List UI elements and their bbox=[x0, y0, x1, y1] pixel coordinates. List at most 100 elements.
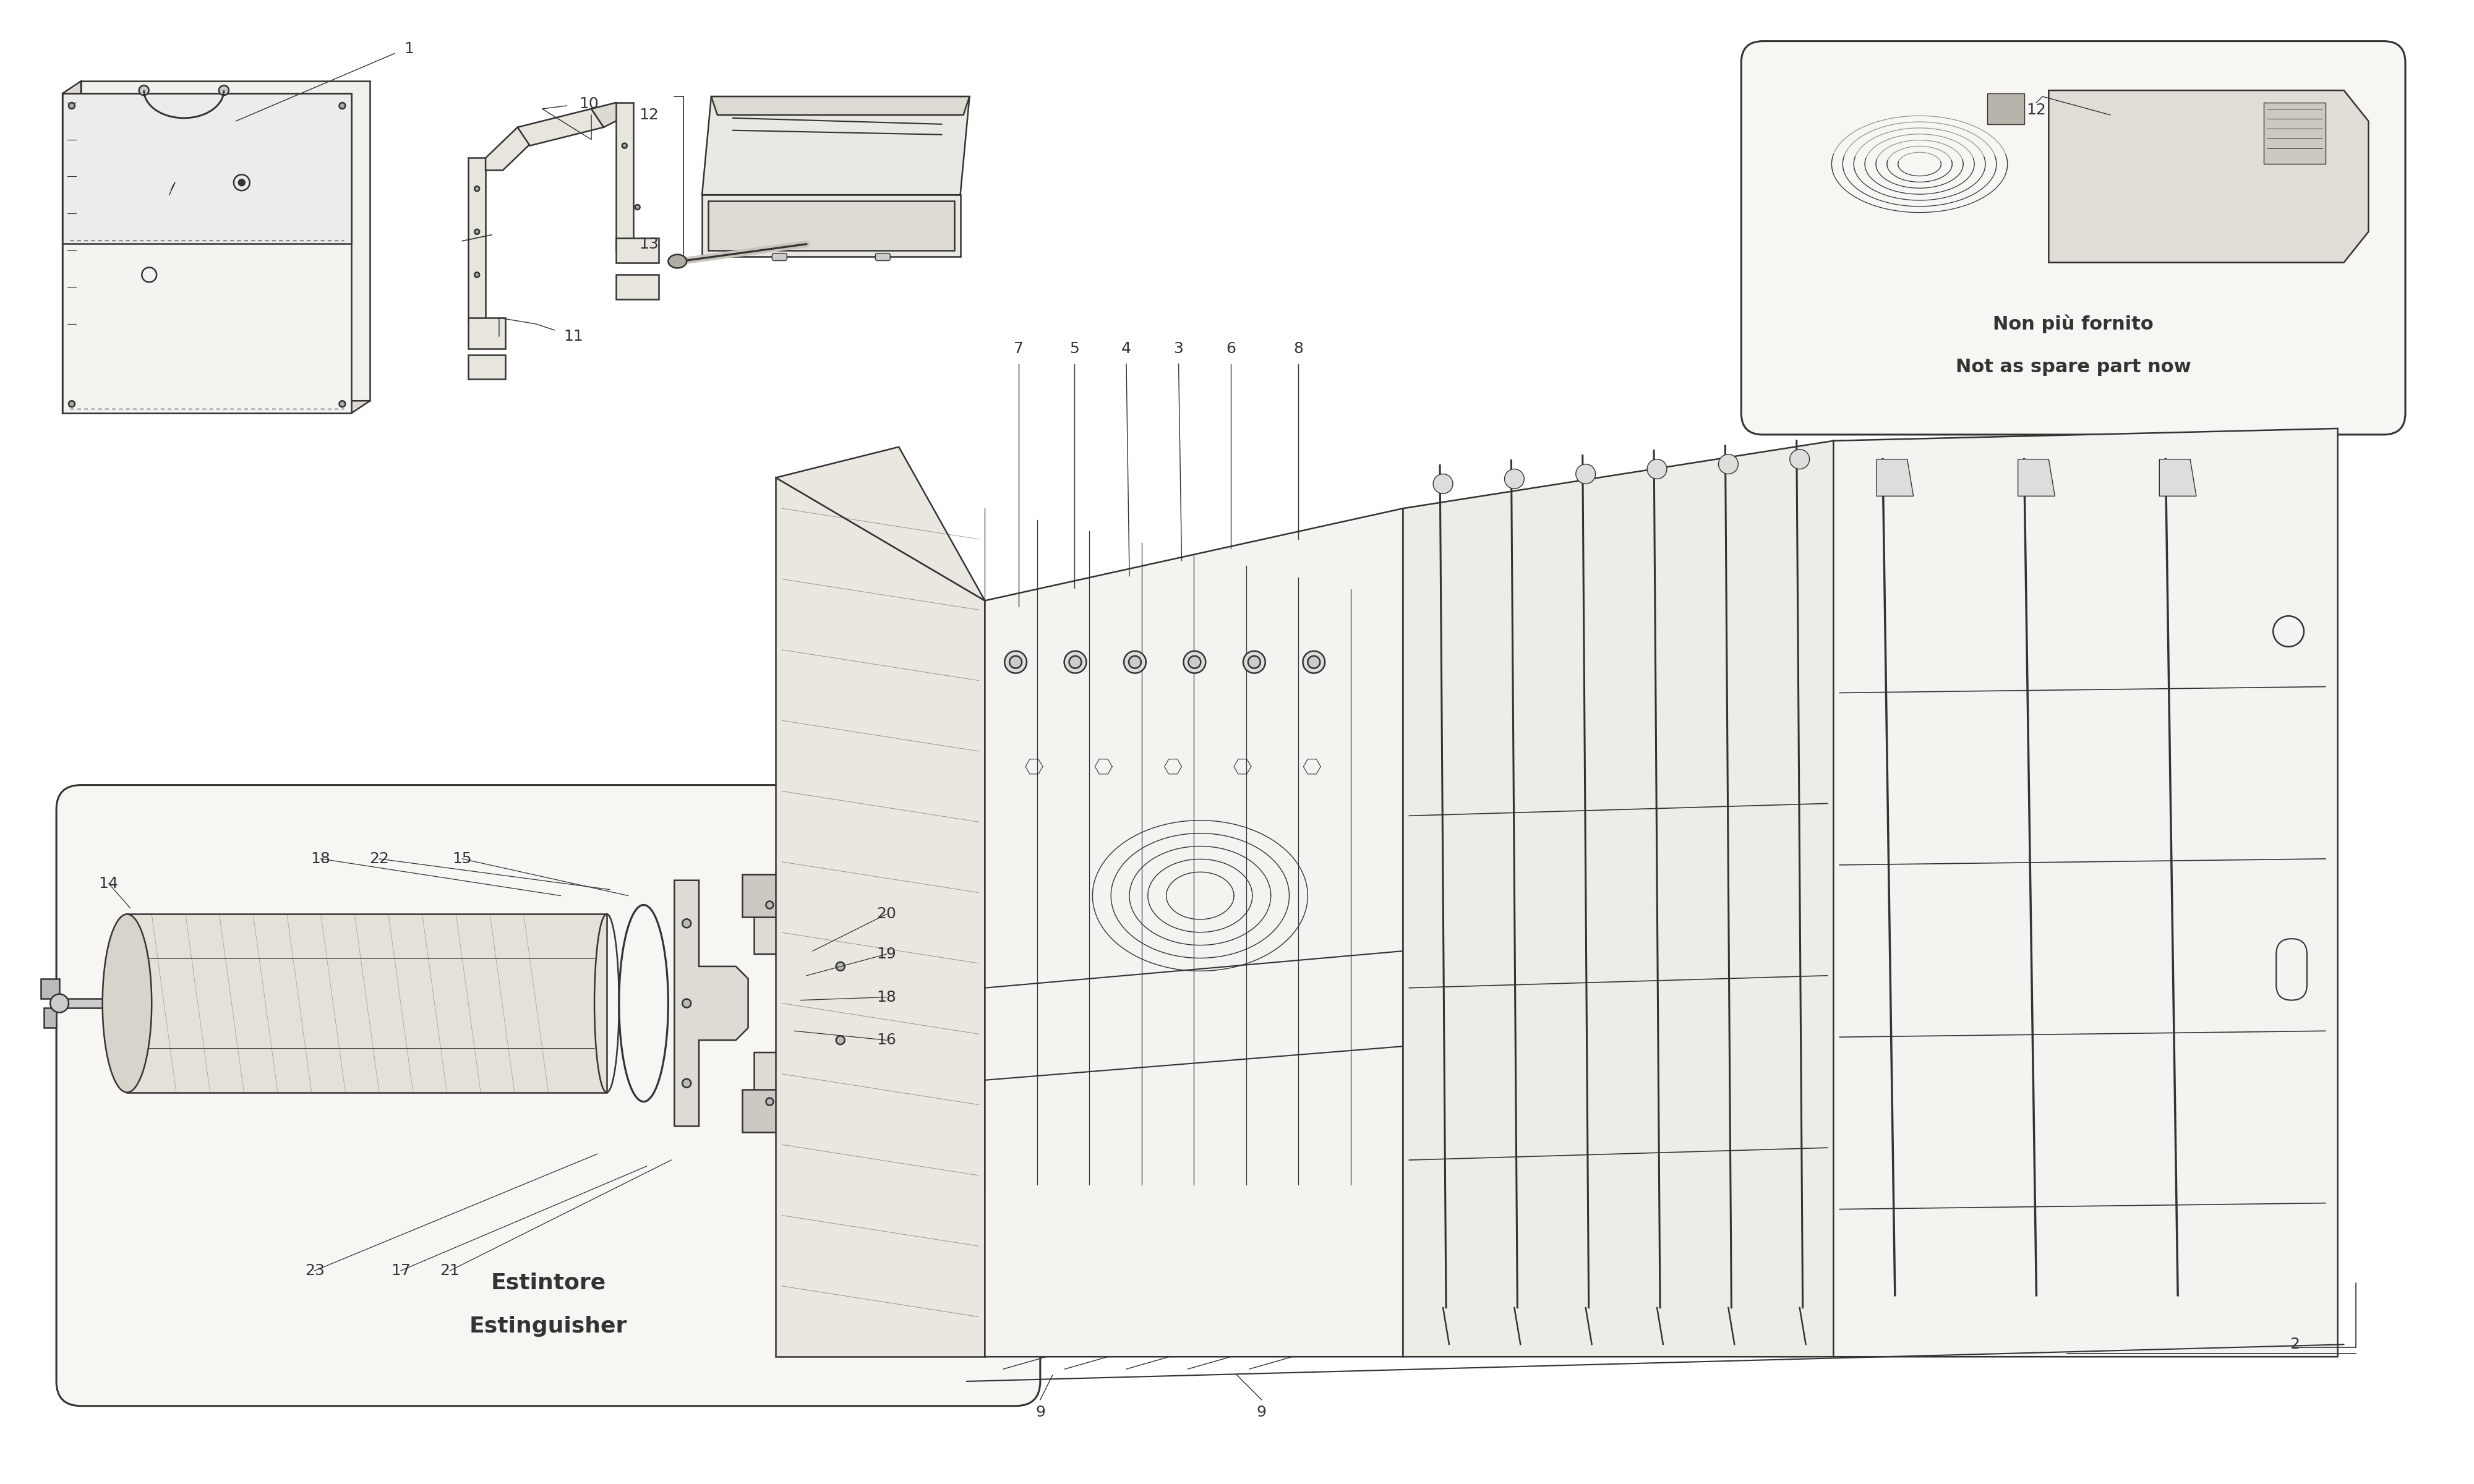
Text: 23: 23 bbox=[304, 1263, 324, 1278]
Text: 6: 6 bbox=[1227, 341, 1237, 356]
Circle shape bbox=[683, 1079, 690, 1088]
Polygon shape bbox=[777, 478, 985, 1356]
Text: 1: 1 bbox=[403, 42, 413, 56]
Circle shape bbox=[139, 86, 148, 95]
Polygon shape bbox=[82, 82, 371, 401]
Text: Estinguisher: Estinguisher bbox=[470, 1315, 628, 1337]
Polygon shape bbox=[708, 200, 955, 251]
Polygon shape bbox=[777, 447, 985, 601]
Circle shape bbox=[836, 962, 844, 971]
Polygon shape bbox=[2160, 459, 2197, 496]
Circle shape bbox=[69, 102, 74, 108]
Circle shape bbox=[1123, 651, 1145, 674]
Polygon shape bbox=[985, 509, 1403, 1356]
Circle shape bbox=[1576, 464, 1596, 484]
Text: Non più fornito: Non più fornito bbox=[1994, 315, 2155, 334]
Polygon shape bbox=[616, 102, 633, 251]
Text: Not as spare part now: Not as spare part now bbox=[1954, 358, 2192, 375]
Text: 15: 15 bbox=[453, 852, 473, 867]
Circle shape bbox=[475, 230, 480, 234]
Polygon shape bbox=[62, 93, 351, 413]
Polygon shape bbox=[1875, 459, 1912, 496]
Text: 2: 2 bbox=[2291, 1337, 2301, 1352]
Text: 21: 21 bbox=[440, 1263, 460, 1278]
Text: 7: 7 bbox=[1014, 341, 1024, 356]
Polygon shape bbox=[703, 194, 960, 257]
Polygon shape bbox=[62, 93, 351, 243]
Circle shape bbox=[238, 180, 245, 186]
Text: 12: 12 bbox=[2026, 102, 2046, 117]
Circle shape bbox=[339, 102, 346, 108]
Circle shape bbox=[475, 273, 480, 278]
Text: 5: 5 bbox=[1069, 341, 1079, 356]
FancyBboxPatch shape bbox=[772, 254, 787, 261]
Polygon shape bbox=[468, 157, 485, 324]
Polygon shape bbox=[742, 874, 792, 917]
FancyBboxPatch shape bbox=[1742, 42, 2405, 435]
Text: 18: 18 bbox=[312, 852, 332, 867]
Circle shape bbox=[49, 994, 69, 1012]
Circle shape bbox=[1128, 656, 1141, 668]
Polygon shape bbox=[2048, 91, 2368, 263]
Polygon shape bbox=[1987, 93, 2024, 125]
Text: 9: 9 bbox=[1034, 1405, 1044, 1420]
Circle shape bbox=[1309, 656, 1321, 668]
Circle shape bbox=[1064, 651, 1086, 674]
Circle shape bbox=[475, 187, 480, 191]
Circle shape bbox=[1719, 454, 1739, 473]
Circle shape bbox=[683, 919, 690, 927]
Circle shape bbox=[767, 1098, 774, 1106]
Circle shape bbox=[1432, 473, 1452, 494]
FancyBboxPatch shape bbox=[876, 254, 891, 261]
Polygon shape bbox=[126, 914, 606, 1092]
Polygon shape bbox=[62, 401, 371, 413]
Text: 20: 20 bbox=[876, 907, 896, 922]
Circle shape bbox=[636, 205, 641, 209]
Polygon shape bbox=[45, 1008, 57, 1028]
Polygon shape bbox=[710, 96, 970, 114]
FancyBboxPatch shape bbox=[57, 785, 1039, 1405]
Circle shape bbox=[69, 401, 74, 407]
Text: 11: 11 bbox=[564, 329, 584, 344]
Polygon shape bbox=[742, 1089, 792, 1132]
Text: 18: 18 bbox=[876, 990, 896, 1005]
Text: 19: 19 bbox=[876, 947, 896, 962]
Polygon shape bbox=[1403, 441, 1833, 1356]
Circle shape bbox=[683, 999, 690, 1008]
Polygon shape bbox=[485, 128, 534, 171]
Polygon shape bbox=[1833, 429, 2338, 1356]
Circle shape bbox=[1004, 651, 1027, 674]
Circle shape bbox=[1242, 651, 1264, 674]
Polygon shape bbox=[468, 355, 505, 380]
Circle shape bbox=[1789, 450, 1808, 469]
Polygon shape bbox=[2264, 102, 2326, 165]
Polygon shape bbox=[62, 82, 82, 413]
Text: 3: 3 bbox=[1173, 341, 1183, 356]
Circle shape bbox=[1247, 656, 1259, 668]
Circle shape bbox=[218, 86, 228, 95]
Circle shape bbox=[1188, 656, 1200, 668]
Circle shape bbox=[621, 144, 626, 148]
Circle shape bbox=[1504, 469, 1524, 488]
Ellipse shape bbox=[668, 254, 688, 269]
Circle shape bbox=[1648, 459, 1667, 479]
Text: 13: 13 bbox=[638, 236, 658, 251]
Text: 8: 8 bbox=[1294, 341, 1304, 356]
Text: Estintore: Estintore bbox=[490, 1272, 606, 1294]
Circle shape bbox=[836, 1036, 844, 1045]
Text: 9: 9 bbox=[1257, 1405, 1267, 1420]
Polygon shape bbox=[675, 880, 747, 1126]
Text: 22: 22 bbox=[369, 852, 388, 867]
Polygon shape bbox=[616, 275, 658, 300]
Polygon shape bbox=[54, 999, 121, 1008]
Polygon shape bbox=[616, 237, 658, 263]
Text: 17: 17 bbox=[391, 1263, 411, 1278]
Text: 10: 10 bbox=[579, 96, 599, 111]
Circle shape bbox=[1009, 656, 1022, 668]
Text: 14: 14 bbox=[99, 876, 119, 890]
Circle shape bbox=[1304, 651, 1326, 674]
Polygon shape bbox=[703, 96, 970, 194]
Text: 16: 16 bbox=[876, 1033, 896, 1048]
Circle shape bbox=[339, 401, 346, 407]
Circle shape bbox=[767, 901, 774, 908]
